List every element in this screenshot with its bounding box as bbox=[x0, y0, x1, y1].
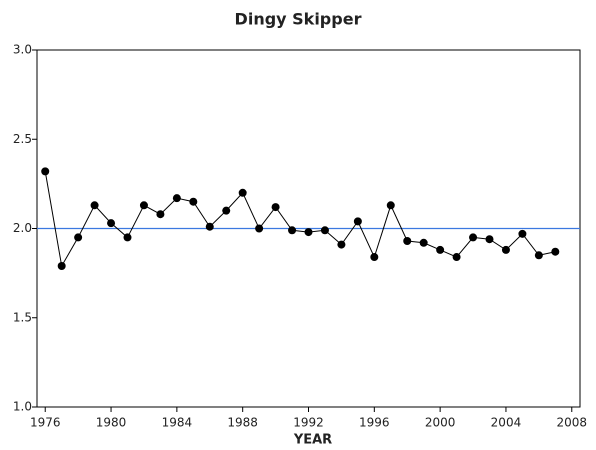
x-tick-label: 2008 bbox=[556, 416, 587, 430]
point bbox=[436, 245, 445, 254]
y-tick-label: 2.5 bbox=[13, 132, 32, 146]
x-tick-label: 1988 bbox=[227, 416, 258, 430]
x-tick-label: 1996 bbox=[359, 416, 390, 430]
x-tick-label: 2000 bbox=[425, 416, 456, 430]
point bbox=[123, 233, 132, 242]
y-tick-label: 2.0 bbox=[13, 221, 32, 235]
point bbox=[469, 233, 478, 242]
point bbox=[320, 226, 329, 235]
y-tick-label: 3.0 bbox=[13, 43, 32, 57]
point bbox=[386, 201, 395, 210]
y-tick-label: 1.5 bbox=[13, 310, 32, 324]
point bbox=[156, 210, 165, 219]
series-line bbox=[44, 171, 556, 268]
point bbox=[452, 253, 461, 262]
x-tick-label: 1976 bbox=[30, 416, 61, 430]
point bbox=[501, 245, 510, 254]
point bbox=[139, 201, 148, 210]
chart-title: Dingy Skipper bbox=[235, 10, 362, 29]
point bbox=[403, 236, 412, 245]
point bbox=[551, 247, 560, 256]
x-tick-label: 1992 bbox=[293, 416, 324, 430]
point bbox=[370, 253, 379, 262]
point bbox=[90, 201, 99, 210]
x-tick-label: 1984 bbox=[162, 416, 193, 430]
point bbox=[255, 224, 264, 233]
point bbox=[288, 226, 297, 235]
x-tick-label: 2004 bbox=[491, 416, 522, 430]
x-tick-label: 1980 bbox=[96, 416, 127, 430]
point bbox=[337, 240, 346, 249]
point bbox=[518, 229, 527, 238]
point bbox=[57, 261, 66, 270]
point bbox=[353, 217, 362, 226]
point bbox=[222, 206, 231, 215]
point bbox=[189, 197, 198, 206]
x-axis-label: YEAR bbox=[293, 433, 332, 448]
point bbox=[238, 188, 247, 197]
point bbox=[172, 194, 181, 203]
point bbox=[41, 167, 50, 176]
point bbox=[485, 235, 494, 244]
point bbox=[74, 233, 83, 242]
point bbox=[304, 228, 313, 237]
point bbox=[107, 219, 116, 228]
point bbox=[271, 203, 280, 212]
point bbox=[419, 238, 428, 247]
y-tick-label: 1.0 bbox=[13, 400, 32, 414]
point bbox=[534, 251, 543, 260]
point bbox=[205, 222, 214, 231]
